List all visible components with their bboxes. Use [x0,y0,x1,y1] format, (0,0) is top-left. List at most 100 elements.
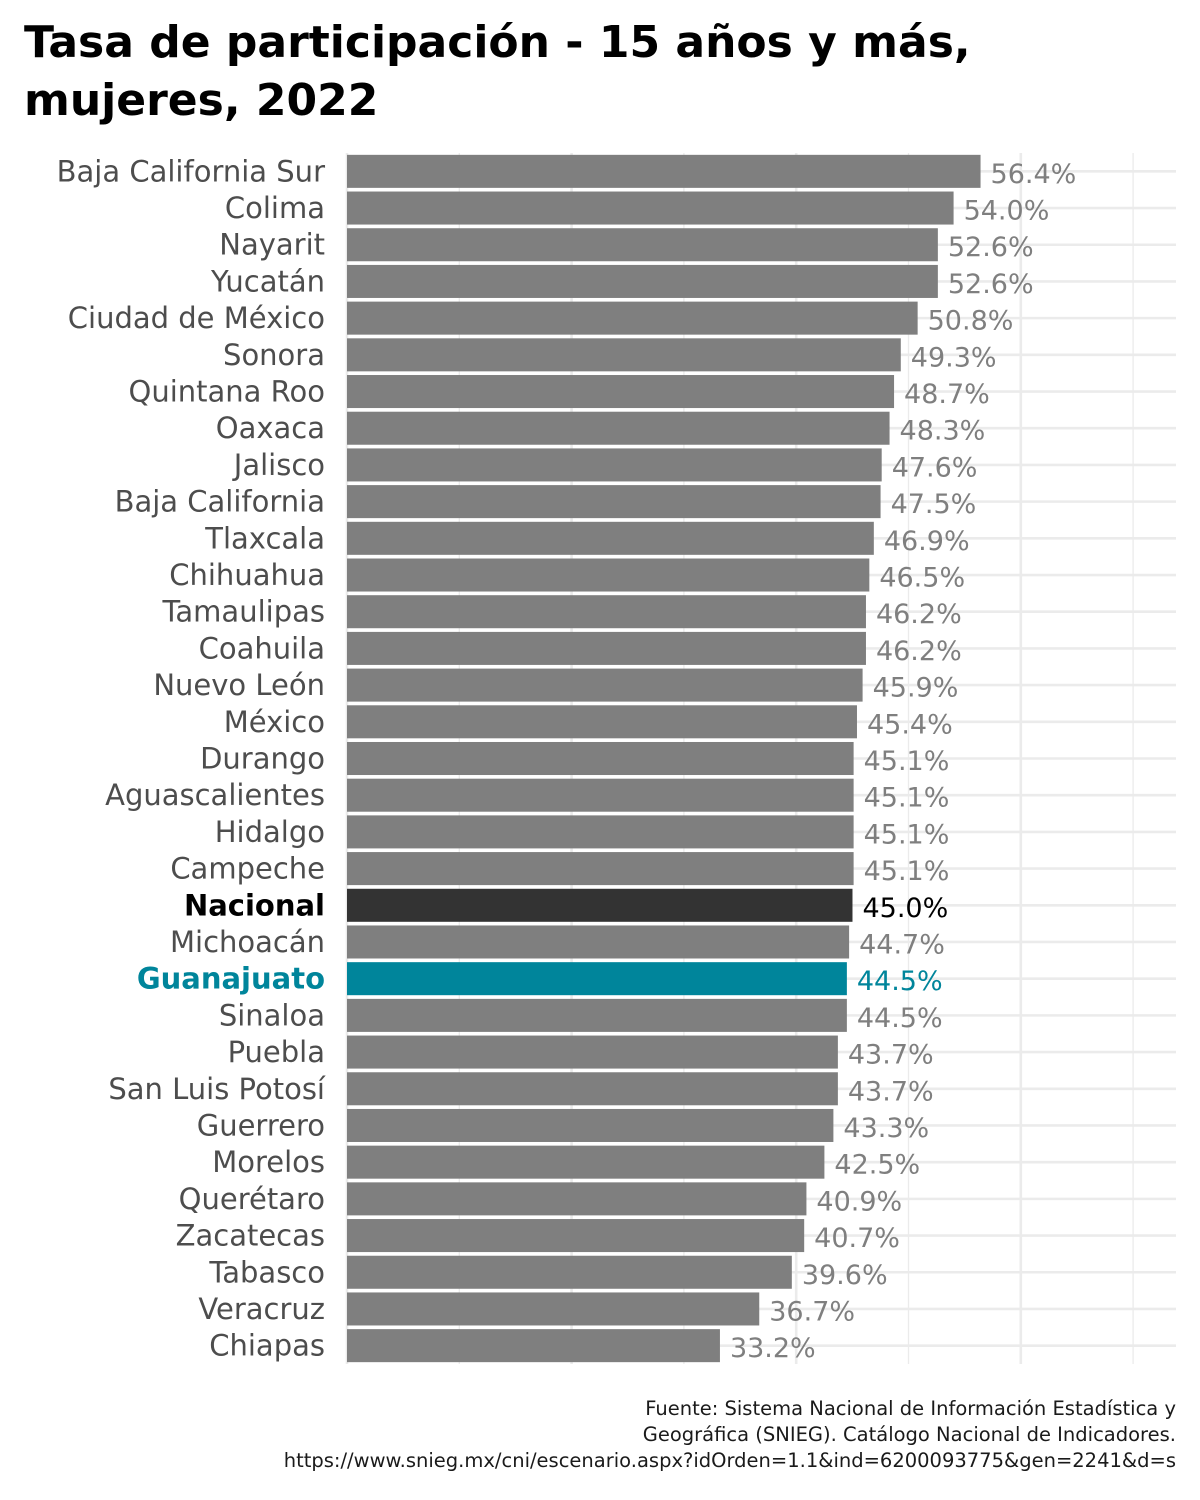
value-label: 46.5% [879,563,965,594]
category-label: Veracruz [198,1292,325,1326]
bar [347,1035,838,1069]
bar [347,228,938,262]
value-label: 45.1% [864,783,950,814]
value-label: 48.3% [900,416,986,447]
category-label: Morelos [212,1145,325,1179]
category-label: Chiapas [209,1329,325,1363]
bar [347,1292,760,1326]
value-label: 45.1% [864,746,950,777]
value-label: 39.6% [802,1260,888,1291]
value-label: 52.6% [948,232,1034,263]
value-label: 46.2% [876,599,962,630]
value-label: 52.6% [948,269,1034,300]
bar [347,888,853,922]
value-label: 49.3% [911,342,997,373]
value-label: 43.3% [843,1113,929,1144]
category-label: Guerrero [197,1108,325,1142]
category-label: México [224,705,325,739]
bar [347,338,901,372]
bar [347,301,918,335]
category-label: Sinaloa [219,998,325,1032]
value-label: 50.8% [928,306,1014,337]
value-label: 44.5% [857,1003,943,1034]
bar [347,154,981,188]
value-label: 48.7% [904,379,990,410]
value-label: 45.1% [864,819,950,850]
bar [347,558,870,592]
bar [347,705,857,739]
value-label: 45.1% [864,856,950,887]
category-label: Oaxaca [216,411,325,445]
category-label: Quintana Roo [129,375,326,409]
category-label: Sonora [223,338,325,372]
bar [347,448,882,482]
category-labels: Baja California SurColimaNayaritYucatánC… [57,154,326,1362]
bar [347,485,881,519]
bar [347,815,854,849]
bar [347,925,850,959]
bar [347,595,866,629]
value-label: 56.4% [991,159,1077,190]
bar [347,778,854,812]
caption-line: https://www.snieg.mx/cni/escenario.aspx?… [283,1449,1176,1472]
value-label: 40.9% [816,1186,902,1217]
value-labels: 56.4% 54.0% 52.6% 52.6% 50.8% 49.3% 48.7% 48.3%… [730,159,1076,1364]
category-label: Puebla [228,1035,325,1069]
category-label: Tamaulipas [162,595,326,629]
bar [347,1255,792,1289]
value-label: 45.0% [862,893,948,924]
value-label: 42.5% [834,1150,920,1181]
value-label: 47.6% [892,452,978,483]
caption-line: Geográfica (SNIEG). Catálogo Nacional de… [642,1423,1176,1446]
value-label: 54.0% [964,196,1050,227]
value-label: 44.5% [857,966,943,997]
category-label: Aguascalientes [105,778,325,812]
category-label: Ciudad de México [68,301,325,335]
category-label: Nuevo León [153,668,325,702]
value-label: 33.2% [730,1333,816,1364]
category-label: Colima [225,191,325,225]
category-label: Nacional [184,888,325,922]
value-label: 43.7% [848,1076,934,1107]
bar [347,741,854,776]
bar [347,1329,720,1363]
bar [347,375,895,409]
category-label: Durango [200,742,325,776]
value-label: 40.7% [814,1223,900,1254]
bar [347,264,938,298]
category-label: San Luis Potosí [108,1072,326,1106]
category-label: Querétaro [179,1182,325,1216]
bar [347,411,890,445]
bar-chart: Baja California SurColimaNayaritYucatánC… [57,153,1176,1364]
category-label: Yucatán [210,264,325,298]
bar [347,852,854,886]
category-label: Hidalgo [215,815,325,849]
category-label: Baja California Sur [57,154,325,188]
value-label: 46.2% [876,636,962,667]
category-label: Nayarit [219,228,325,262]
category-label: Jalisco [232,448,325,482]
category-label: Tabasco [208,1255,325,1289]
value-label: 46.9% [884,526,970,557]
category-label: Guanajuato [137,962,325,996]
caption-line: Fuente: Sistema Nacional de Información … [645,1397,1176,1420]
bars [347,154,981,1363]
category-label: Campeche [170,852,325,886]
chart-title: Tasa de participación - 15 años y más, m… [24,17,971,126]
category-label: Coahuila [199,631,325,665]
bar [347,1072,838,1106]
bar [347,1219,805,1253]
value-label: 47.5% [891,489,977,520]
value-label: 43.7% [848,1040,934,1071]
bar [347,668,863,702]
bar [347,1182,807,1216]
bar [347,1145,825,1179]
value-label: 36.7% [769,1296,855,1327]
bar [347,962,847,996]
bar [347,521,874,555]
value-label: 45.4% [867,709,953,740]
category-label: Baja California [115,485,325,519]
category-label: Zacatecas [176,1219,325,1253]
source-caption: Fuente: Sistema Nacional de Información … [26,1396,1176,1474]
category-label: Chihuahua [169,558,325,592]
